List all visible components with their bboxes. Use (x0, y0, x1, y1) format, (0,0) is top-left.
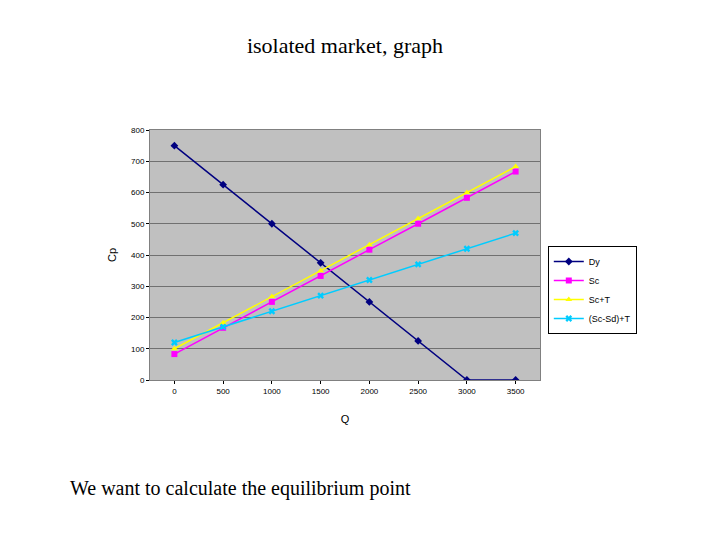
svg-text:1500: 1500 (312, 387, 330, 396)
svg-text:600: 600 (131, 188, 145, 197)
svg-text:Dy: Dy (589, 257, 600, 267)
svg-text:800: 800 (131, 126, 145, 135)
svg-text:100: 100 (131, 345, 145, 354)
svg-text:2500: 2500 (409, 387, 427, 396)
svg-text:3000: 3000 (458, 387, 476, 396)
svg-text:2000: 2000 (360, 387, 378, 396)
svg-text:isolated market, graph: isolated market, graph (247, 33, 443, 58)
svg-text:200: 200 (131, 313, 145, 322)
svg-text:0: 0 (140, 376, 145, 385)
svg-text:Sc+T: Sc+T (589, 295, 611, 305)
svg-text:300: 300 (131, 282, 145, 291)
svg-text:700: 700 (131, 157, 145, 166)
svg-text:400: 400 (131, 251, 145, 260)
svg-text:Cp: Cp (106, 248, 118, 262)
svg-text:1000: 1000 (263, 387, 281, 396)
svg-text:Q: Q (341, 413, 350, 425)
svg-text:Sc: Sc (589, 276, 600, 286)
svg-text:(Sc-Sd)+T: (Sc-Sd)+T (589, 314, 631, 324)
svg-text:500: 500 (216, 387, 230, 396)
svg-text:0: 0 (172, 387, 177, 396)
svg-text:500: 500 (131, 220, 145, 229)
svg-text:We want to calculate the equil: We want to calculate the equilibrium poi… (70, 477, 411, 500)
svg-text:3500: 3500 (507, 387, 525, 396)
